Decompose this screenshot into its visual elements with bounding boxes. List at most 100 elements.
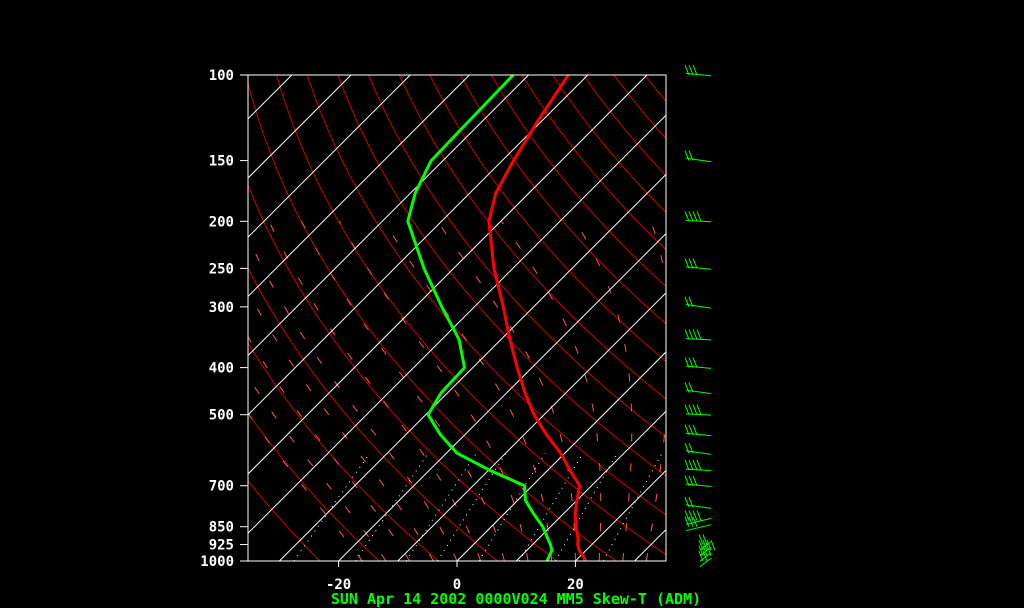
moist-adiabat: [501, 221, 602, 561]
wind-barb-feather: [688, 404, 694, 415]
temperature-axis: -20 0 20: [326, 561, 584, 593]
moist-adiabat: [248, 290, 434, 561]
moist-adiabat: [645, 221, 666, 561]
moist-adiabat: [383, 221, 553, 561]
wind-barb: [684, 258, 712, 270]
isotherm: [515, 410, 666, 561]
wind-barb-feather: [684, 404, 690, 415]
wind-barb-feather: [692, 459, 698, 471]
pressure-tick-label: 250: [209, 261, 234, 277]
wind-barb-feather: [688, 296, 694, 308]
pressure-tick-label: 100: [209, 68, 234, 84]
wind-barb-feather: [688, 459, 694, 471]
temperature-tick-label: 20: [567, 577, 584, 593]
wind-barb-feather: [688, 516, 694, 527]
temperature-profile: [487, 75, 587, 561]
wind-barb-feather: [688, 150, 694, 161]
wind-barb: [684, 382, 712, 395]
wind-barb-feather: [692, 475, 698, 486]
dry-adiabat: [248, 267, 499, 561]
wind-barb-shaft: [685, 504, 712, 509]
wind-barb-feather: [684, 442, 690, 454]
wind-barb-feather: [696, 510, 702, 521]
isotherm: [575, 469, 666, 561]
wind-barb: [698, 534, 712, 551]
wind-barb-shaft: [699, 541, 712, 551]
dry-adiabat: [460, 75, 666, 325]
pressure-tick-label: 500: [209, 408, 234, 424]
isotherm: [248, 114, 666, 534]
isotherm: [248, 75, 352, 179]
wind-barb-feather: [698, 534, 704, 545]
moist-adiabat: [248, 236, 458, 561]
pressure-tick-label: 300: [209, 300, 234, 316]
wind-barb-feather: [702, 534, 708, 545]
isotherm: [248, 75, 411, 238]
wind-barb: [684, 424, 712, 437]
wind-barb: [684, 357, 712, 369]
wind-barb-feather: [684, 329, 690, 340]
wind-barb-shaft: [685, 468, 712, 471]
wind-barb-shaft: [685, 220, 712, 223]
wind-barb: [684, 211, 712, 223]
temperature-tick-label: 0: [453, 577, 461, 593]
wind-barb-feather: [684, 258, 690, 269]
pressure-tick-label: 200: [209, 214, 234, 230]
wind-barb-feather: [706, 545, 712, 556]
wind-barb-feather: [688, 475, 694, 486]
pressure-tick-label: 925: [209, 538, 234, 554]
wind-barb-shaft: [685, 338, 712, 341]
wind-barb: [684, 516, 712, 532]
pressure-tick-label: 1000: [200, 554, 234, 570]
wind-barb-feather: [696, 329, 702, 340]
wind-barb-shaft: [685, 483, 712, 488]
wind-barb-shaft: [699, 557, 712, 567]
wind-barb-feather: [684, 150, 690, 161]
wind-barb-shaft: [685, 365, 712, 369]
wind-barb-feather: [684, 357, 690, 368]
wind-barb-feather: [684, 497, 690, 508]
dry-adiabat: [398, 75, 666, 400]
wind-barb-feather: [688, 329, 694, 340]
wind-barb-shaft: [685, 389, 712, 395]
dry-adiabat: [368, 75, 666, 438]
dry-adiabat: [490, 75, 666, 288]
dry-adiabat: [248, 183, 558, 561]
wind-barb-feather: [706, 539, 712, 551]
wind-barb-feather: [688, 64, 694, 76]
wind-barb-shaft: [685, 72, 712, 77]
dry-adiabat: [276, 75, 666, 556]
wind-barb: [684, 459, 712, 471]
dry-adiabat: [248, 342, 440, 561]
wind-barb-feather: [692, 64, 698, 76]
wind-barb-shaft: [685, 432, 712, 437]
isotherm: [248, 75, 589, 416]
moist-adiabat: [268, 221, 482, 561]
thermodynamic-grid: [248, 75, 666, 561]
pressure-tick-label: 700: [209, 479, 234, 495]
wind-barb: [684, 150, 712, 163]
wind-barb-shaft: [685, 266, 712, 270]
isotherm: [248, 75, 648, 475]
isotherm: [338, 232, 666, 561]
dry-adiabat: [337, 75, 666, 477]
wind-barb-feather: [692, 329, 698, 340]
wind-barb-feather: [692, 258, 698, 269]
moist-adiabat: [574, 221, 633, 561]
wind-barb-feather: [688, 442, 694, 454]
moist-adiabat: [301, 221, 505, 561]
wind-barb-shaft: [699, 552, 712, 562]
isotherm: [397, 292, 666, 561]
pressure-tick-label: 150: [209, 154, 234, 170]
wind-barb: [684, 296, 712, 309]
wind-barb-feather: [688, 357, 694, 368]
wind-barb-feather: [696, 211, 702, 222]
wind-barb-feather: [696, 404, 702, 415]
wind-barb-feather: [684, 424, 690, 436]
wind-barb-feather: [688, 382, 694, 393]
dry-adiabat: [429, 75, 666, 362]
moist-adiabat: [248, 336, 411, 561]
pressure-tick-label: 400: [209, 361, 234, 377]
